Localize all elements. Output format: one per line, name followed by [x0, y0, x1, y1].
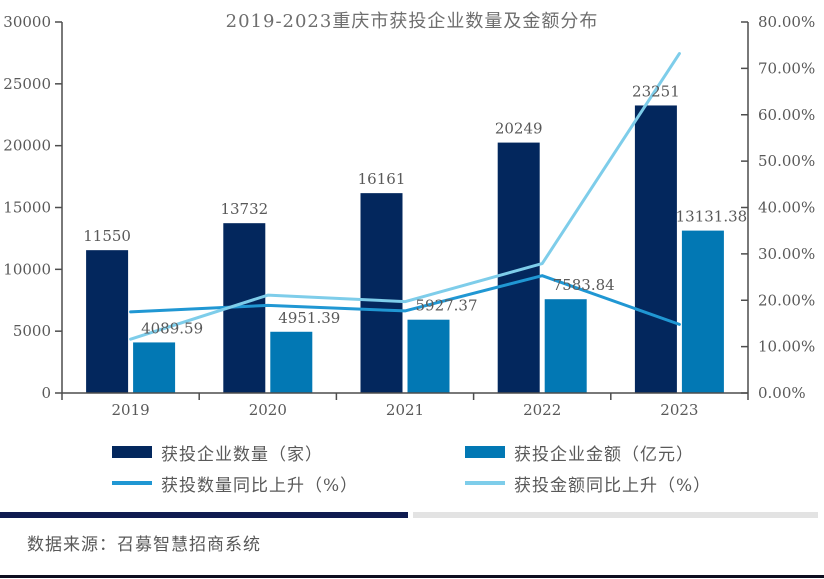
data-label-count-2020: 13732	[220, 200, 268, 218]
data-label-count-2022: 20249	[495, 120, 543, 138]
x-category-label: 2022	[523, 401, 561, 419]
data-label-amount-2019: 4089.59	[141, 319, 203, 337]
bar-amount-2022	[544, 299, 587, 393]
bar-amount-2020	[270, 331, 313, 393]
legend-label-count-bar: 获投企业数量（家）	[161, 444, 323, 465]
data-label-count-2019: 11550	[83, 227, 131, 245]
right-tick-label: 10.00%	[758, 338, 815, 356]
legend-swatch-count-line-icon	[112, 481, 152, 485]
legend-label-amount-bar: 获投企业金额（亿元）	[514, 444, 694, 465]
legend-item-amount-line: 获投金额同比上升（%）	[465, 472, 772, 496]
legend-swatch-amount-bar-icon	[465, 446, 505, 458]
bottom-rule	[0, 575, 824, 578]
legend-label-amount-line: 获投金额同比上升（%）	[514, 475, 712, 496]
bar-count-2021	[360, 193, 403, 393]
bar-amount-2021	[407, 319, 450, 393]
bar-amount-2023	[681, 230, 724, 393]
data-source-text: 数据来源：召募智慧招商系统	[27, 535, 261, 555]
data-label-count-2021: 16161	[358, 170, 406, 188]
data-label-amount-2020: 4951.39	[278, 309, 340, 327]
legend-swatch-count-bar-icon	[112, 446, 152, 458]
right-tick-label: 60.00%	[758, 106, 815, 124]
data-label-amount-2022: 7583.84	[553, 276, 615, 294]
left-tick-label: 0	[41, 384, 51, 402]
left-tick-label: 5000	[13, 322, 51, 340]
x-category-label: 2019	[112, 401, 150, 419]
left-tick-label: 30000	[3, 13, 51, 31]
bar-count-2023	[634, 105, 677, 393]
bar-amount-2019	[133, 342, 176, 393]
x-category-label: 2020	[249, 401, 287, 419]
chart-title: 2019-2023重庆市获投企业数量及金额分布	[225, 11, 599, 32]
legend-item-amount-bar: 获投企业金额（亿元）	[465, 441, 772, 465]
data-label-amount-2021: 5927.37	[415, 297, 477, 315]
legend-item-count-line: 获投数量同比上升（%）	[112, 472, 465, 496]
footer-divider-gray	[413, 512, 818, 518]
left-tick-label: 10000	[3, 260, 51, 278]
bar-count-2022	[497, 142, 540, 393]
legend-swatch-amount-line-icon	[465, 481, 505, 485]
left-tick-label: 15000	[3, 199, 51, 217]
legend-label-count-line: 获投数量同比上升（%）	[161, 475, 359, 496]
right-tick-label: 80.00%	[758, 13, 815, 31]
line-count-yoy	[129, 274, 681, 326]
right-tick-label: 70.00%	[758, 59, 815, 77]
right-tick-label: 0.00%	[758, 384, 806, 402]
right-tick-label: 40.00%	[758, 199, 815, 217]
left-tick-label: 25000	[3, 75, 51, 93]
right-tick-label: 20.00%	[758, 291, 815, 309]
combo-chart: 11550 13732 16161 20249 23251 4089.59 4951.39 5…	[3, 13, 815, 419]
x-category-label: 2023	[660, 401, 698, 419]
chart-legend: 获投企业数量（家） 获投企业金额（亿元） 获投数量同比上升（%） 获投金额同比上…	[112, 441, 772, 496]
left-tick-label: 20000	[3, 137, 51, 155]
x-category-label: 2021	[386, 401, 424, 419]
line-amount-yoy	[129, 52, 681, 341]
right-tick-label: 30.00%	[758, 245, 815, 263]
data-label-count-2023: 23251	[632, 82, 680, 100]
right-tick-label: 50.00%	[758, 152, 815, 170]
bar-count-2019	[86, 250, 129, 393]
footer-divider-navy	[0, 512, 408, 518]
legend-item-count-bar: 获投企业数量（家）	[112, 441, 465, 465]
data-label-amount-2023: 13131.38	[676, 208, 748, 226]
